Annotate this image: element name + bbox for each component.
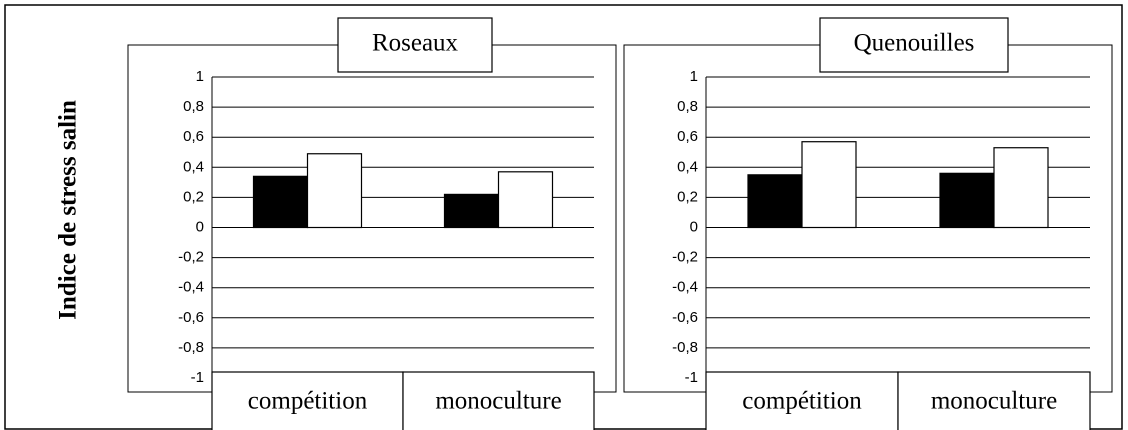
y-tick-label: 0,4 bbox=[183, 158, 204, 175]
bar bbox=[497, 171, 554, 229]
y-tick-label: -0,6 bbox=[672, 309, 698, 326]
x-tick-label: compétition bbox=[248, 388, 368, 415]
x-tick-label: monoculture bbox=[931, 388, 1057, 415]
bar bbox=[443, 193, 500, 229]
y-tick-label: 0,4 bbox=[677, 158, 698, 175]
y-tick-label: -0,4 bbox=[178, 279, 204, 296]
y-tick-label: 0,2 bbox=[183, 188, 204, 205]
bar bbox=[747, 174, 803, 229]
x-tick-label: monoculture bbox=[435, 388, 561, 415]
panel-title: Quenouilles bbox=[854, 30, 975, 57]
panel-title: Roseaux bbox=[372, 30, 459, 57]
x-tick-label: compétition bbox=[742, 388, 862, 415]
category-box bbox=[705, 371, 899, 430]
y-tick-label: 0,8 bbox=[677, 98, 698, 115]
bar bbox=[939, 172, 995, 229]
y-tick-label: 1 bbox=[196, 68, 204, 85]
y-tick-label: 0,2 bbox=[677, 188, 698, 205]
bar bbox=[801, 141, 857, 229]
y-tick-label: -0,8 bbox=[672, 339, 698, 356]
title-box bbox=[819, 17, 1009, 73]
title-box bbox=[337, 17, 493, 73]
y-tick-label: 0,6 bbox=[677, 128, 698, 145]
y-axis-label: Indice de stress salin bbox=[55, 100, 82, 320]
y-tick-label: -1 bbox=[191, 369, 204, 386]
bar bbox=[306, 153, 363, 229]
category-box bbox=[897, 371, 1091, 430]
bar bbox=[252, 175, 309, 229]
y-tick-label: -0,8 bbox=[178, 339, 204, 356]
y-tick-label: 1 bbox=[690, 68, 698, 85]
y-tick-label: -0,6 bbox=[178, 309, 204, 326]
y-tick-label: 0 bbox=[690, 218, 698, 235]
y-tick-label: 0,6 bbox=[183, 128, 204, 145]
y-tick-label: -1 bbox=[685, 369, 698, 386]
y-tick-label: -0,4 bbox=[672, 279, 698, 296]
category-box bbox=[402, 371, 595, 430]
y-tick-label: 0 bbox=[196, 218, 204, 235]
y-tick-label: -0,2 bbox=[178, 249, 204, 266]
y-tick-label: 0,8 bbox=[183, 98, 204, 115]
y-tick-label: -0,2 bbox=[672, 249, 698, 266]
bar bbox=[993, 147, 1049, 229]
